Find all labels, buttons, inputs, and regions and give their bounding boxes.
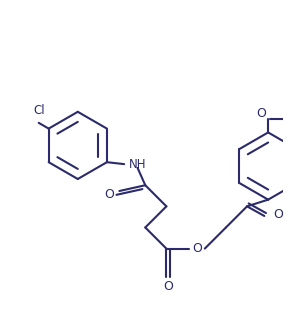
Text: O: O (256, 107, 266, 120)
Text: O: O (163, 280, 173, 293)
Text: O: O (273, 207, 283, 220)
Text: Cl: Cl (34, 104, 45, 117)
Text: O: O (104, 188, 114, 201)
Text: O: O (192, 242, 202, 255)
Text: NH: NH (129, 157, 147, 170)
